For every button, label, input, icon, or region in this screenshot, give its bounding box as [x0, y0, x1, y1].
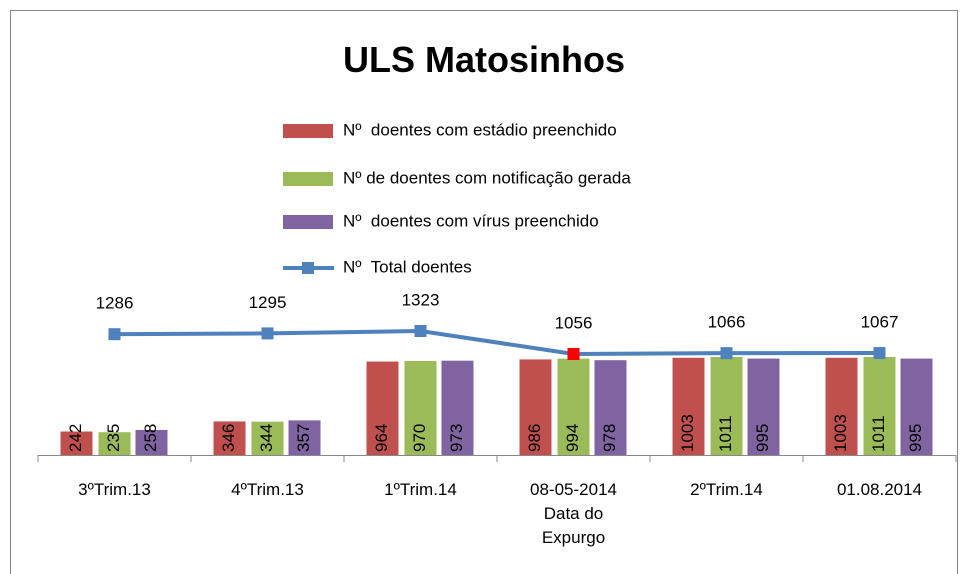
data-label: 1323	[402, 290, 440, 309]
legend-swatch	[283, 124, 333, 138]
legend-swatch	[283, 215, 333, 229]
bar	[747, 358, 780, 455]
data-label: 978	[600, 424, 619, 452]
legend-swatch	[302, 262, 314, 274]
data-label: 1003	[678, 414, 697, 452]
bar	[288, 420, 321, 455]
bar	[900, 358, 933, 455]
bar	[710, 357, 743, 455]
chart-frame	[10, 10, 958, 574]
bar	[404, 360, 437, 455]
bar	[863, 357, 896, 455]
data-label: 1011	[869, 415, 888, 452]
bar	[557, 358, 590, 455]
legend-label: Nº de doentes com notificação gerada	[343, 168, 631, 187]
line-marker	[873, 347, 886, 360]
data-label: 1286	[96, 294, 134, 313]
x-tick-label: 1ºTrim.14	[384, 480, 457, 499]
data-label: 973	[447, 424, 466, 452]
bar	[60, 431, 93, 455]
data-label: 235	[104, 424, 123, 452]
legend-label: Nº doentes com vírus preenchido	[343, 211, 599, 230]
chart-title: ULS Matosinhos	[343, 39, 625, 80]
bar	[98, 432, 131, 455]
bar	[441, 360, 474, 455]
line-marker	[108, 328, 121, 341]
data-label: 986	[525, 424, 544, 452]
line-marker	[720, 347, 733, 360]
data-label: 1295	[249, 293, 287, 312]
data-label: 1067	[861, 313, 899, 332]
bar	[825, 357, 858, 455]
data-label: 242	[66, 424, 85, 452]
bar	[519, 359, 552, 455]
x-tick-label: 3ºTrim.13	[78, 480, 151, 499]
bar	[594, 360, 627, 455]
data-label: 258	[141, 424, 160, 452]
data-label: 964	[372, 424, 391, 452]
line	[114, 328, 880, 357]
legend-label: Nº Total doentes	[343, 257, 472, 276]
x-tick-label: 2ºTrim.14	[690, 480, 763, 499]
bar	[135, 429, 168, 455]
data-label: 1003	[831, 414, 850, 452]
data-label: 344	[257, 424, 276, 452]
bar	[213, 421, 246, 455]
data-label: 346	[219, 424, 238, 452]
x-tick-label: 01.08.2014	[836, 480, 923, 499]
line-marker	[567, 348, 580, 360]
data-label: 1056	[555, 313, 593, 332]
line-marker	[261, 327, 274, 340]
data-label: 1066	[708, 313, 746, 332]
x-tick-label: 4ºTrim.13	[231, 480, 304, 499]
bar	[672, 357, 705, 455]
data-label: 970	[410, 424, 429, 452]
legend-swatch	[283, 172, 333, 186]
data-label: 995	[753, 424, 772, 452]
data-label: 1011	[716, 415, 735, 452]
bar	[366, 361, 399, 455]
legend-label: Nº doentes com estádio preenchido	[343, 120, 617, 139]
line-marker	[414, 325, 427, 337]
data-label: 995	[906, 424, 925, 452]
data-label: 994	[563, 424, 582, 452]
bar	[251, 421, 284, 455]
x-tick-label: 08-05-2014 Data do Expurgo	[530, 480, 617, 547]
data-label: 357	[294, 424, 313, 452]
